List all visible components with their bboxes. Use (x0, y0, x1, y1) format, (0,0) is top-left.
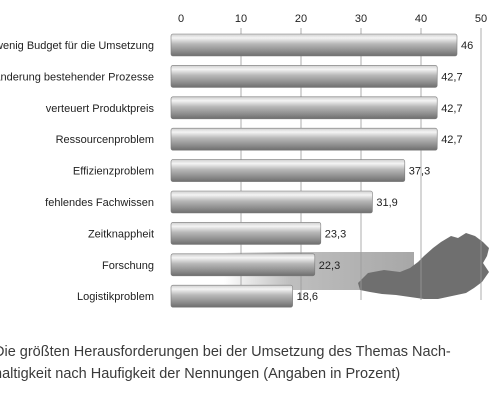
value-label: 23,3 (325, 228, 346, 240)
category-label: Zeitknappheit (88, 228, 154, 240)
x-tick-label: 20 (295, 13, 307, 25)
bar (170, 65, 438, 88)
caption-line-2: haltigkeit nach Haufigkeit der Nennungen… (0, 366, 401, 382)
bar (170, 159, 406, 182)
category-label: Effizienzproblem (73, 166, 154, 178)
bar (170, 222, 322, 245)
category-label: Ressourcenproblem (56, 134, 154, 146)
austria-map-icon (358, 233, 489, 299)
value-labels: 46 42,7 42,7 42,7 37,3 31,9 23,3 22,3 18,6 (297, 40, 474, 303)
value-label: 22,3 (319, 260, 340, 272)
bar (170, 190, 373, 214)
bar (170, 253, 316, 277)
category-label: Forschung (102, 260, 154, 272)
category-label: Logistikproblem (77, 291, 154, 303)
category-label: verteuert Produktpreis (46, 103, 155, 115)
value-label: 42,7 (441, 103, 462, 115)
bar (170, 127, 438, 151)
austria-map-decoration (224, 233, 489, 299)
value-label: 46 (461, 40, 473, 52)
x-tick-label: 40 (415, 13, 427, 25)
category-label: zu wenig Budget für die Umsetzung (0, 40, 154, 52)
value-label: 42,7 (441, 71, 462, 83)
category-label: Veränderung bestehender Prozesse (0, 71, 154, 83)
value-label: 37,3 (409, 166, 430, 178)
figure-caption: Die größten Herausforderungen bei der Um… (0, 341, 495, 385)
x-tick-label: 10 (235, 13, 247, 25)
x-tick-label: 0 (178, 13, 184, 25)
bars (170, 33, 458, 308)
category-label: fehlendes Fachwissen (45, 197, 154, 209)
x-axis-ticks: 0 10 20 30 40 50 (178, 13, 487, 25)
value-label: 18,6 (297, 291, 318, 303)
bar (170, 96, 438, 120)
value-label: 31,9 (376, 197, 397, 209)
x-tick-label: 30 (355, 13, 367, 25)
bar (170, 284, 293, 308)
x-tick-label: 50 (475, 13, 487, 25)
bar (170, 33, 458, 57)
category-labels: zu wenig Budget für die Umsetzung Verände… (0, 40, 154, 303)
value-label: 42,7 (441, 134, 462, 146)
caption-line-1: Die größten Herausforderungen bei der Um… (0, 344, 451, 360)
